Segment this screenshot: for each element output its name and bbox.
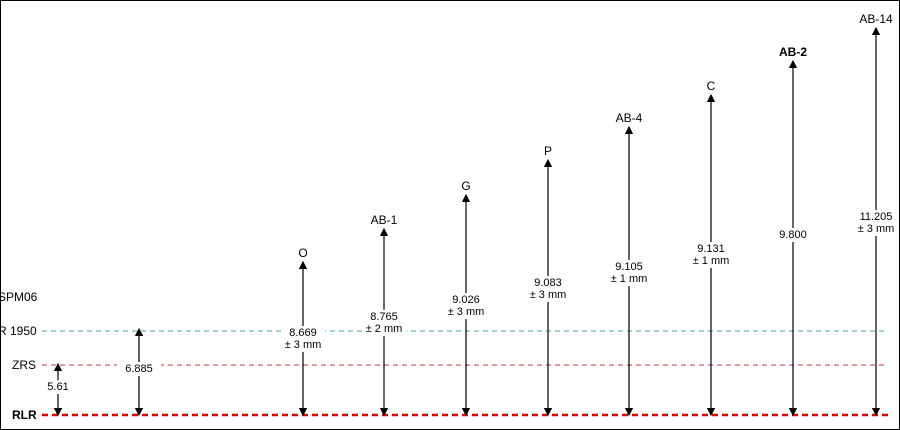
value-label: 5.61 [47, 381, 68, 393]
tolerance-label: ± 1 mm [611, 273, 648, 285]
value-label: 9.083 [534, 277, 562, 289]
marker-label: AB-4 [616, 111, 643, 125]
value-label: 9.131 [697, 243, 725, 255]
tolerance-label: ± 2 mm [366, 323, 403, 335]
label-bg [771, 228, 815, 242]
marker-label: G [461, 179, 470, 193]
label-bg [281, 326, 325, 352]
label-bg [362, 310, 406, 336]
level-label: SPM06 [0, 290, 38, 304]
level-label: ZRS [12, 358, 36, 372]
marker-label: C [707, 79, 716, 93]
tolerance-label: ± 3 mm [530, 289, 567, 301]
tolerance-label: ± 3 mm [285, 339, 322, 351]
marker-label: AB-2 [779, 45, 807, 59]
tolerance-label: ± 1 mm [693, 255, 730, 267]
level-label: R 1950 [0, 324, 37, 338]
value-label: 8.765 [370, 311, 398, 323]
label-bg [689, 242, 733, 268]
value-label: 6.885 [125, 363, 153, 375]
marker-label: P [544, 144, 552, 158]
value-label: 8.669 [289, 327, 317, 339]
label-bg [607, 260, 651, 286]
marker-label: AB-1 [371, 213, 398, 227]
tolerance-label: ± 3 mm [448, 306, 485, 318]
value-label: 9.105 [615, 261, 643, 273]
label-bg [36, 380, 80, 394]
value-label: 11.205 [860, 211, 893, 223]
label-bg [526, 276, 570, 302]
tolerance-label: ± 3 mm [858, 223, 895, 235]
marker-label: O [298, 246, 307, 260]
label-bg [117, 362, 161, 376]
level-label: RLR [12, 408, 37, 422]
value-label: 9.026 [452, 294, 480, 306]
label-bg [444, 293, 488, 319]
label-bg [854, 210, 898, 236]
marker-label: AB-14 [859, 12, 893, 26]
value-label: 9.800 [779, 229, 807, 241]
